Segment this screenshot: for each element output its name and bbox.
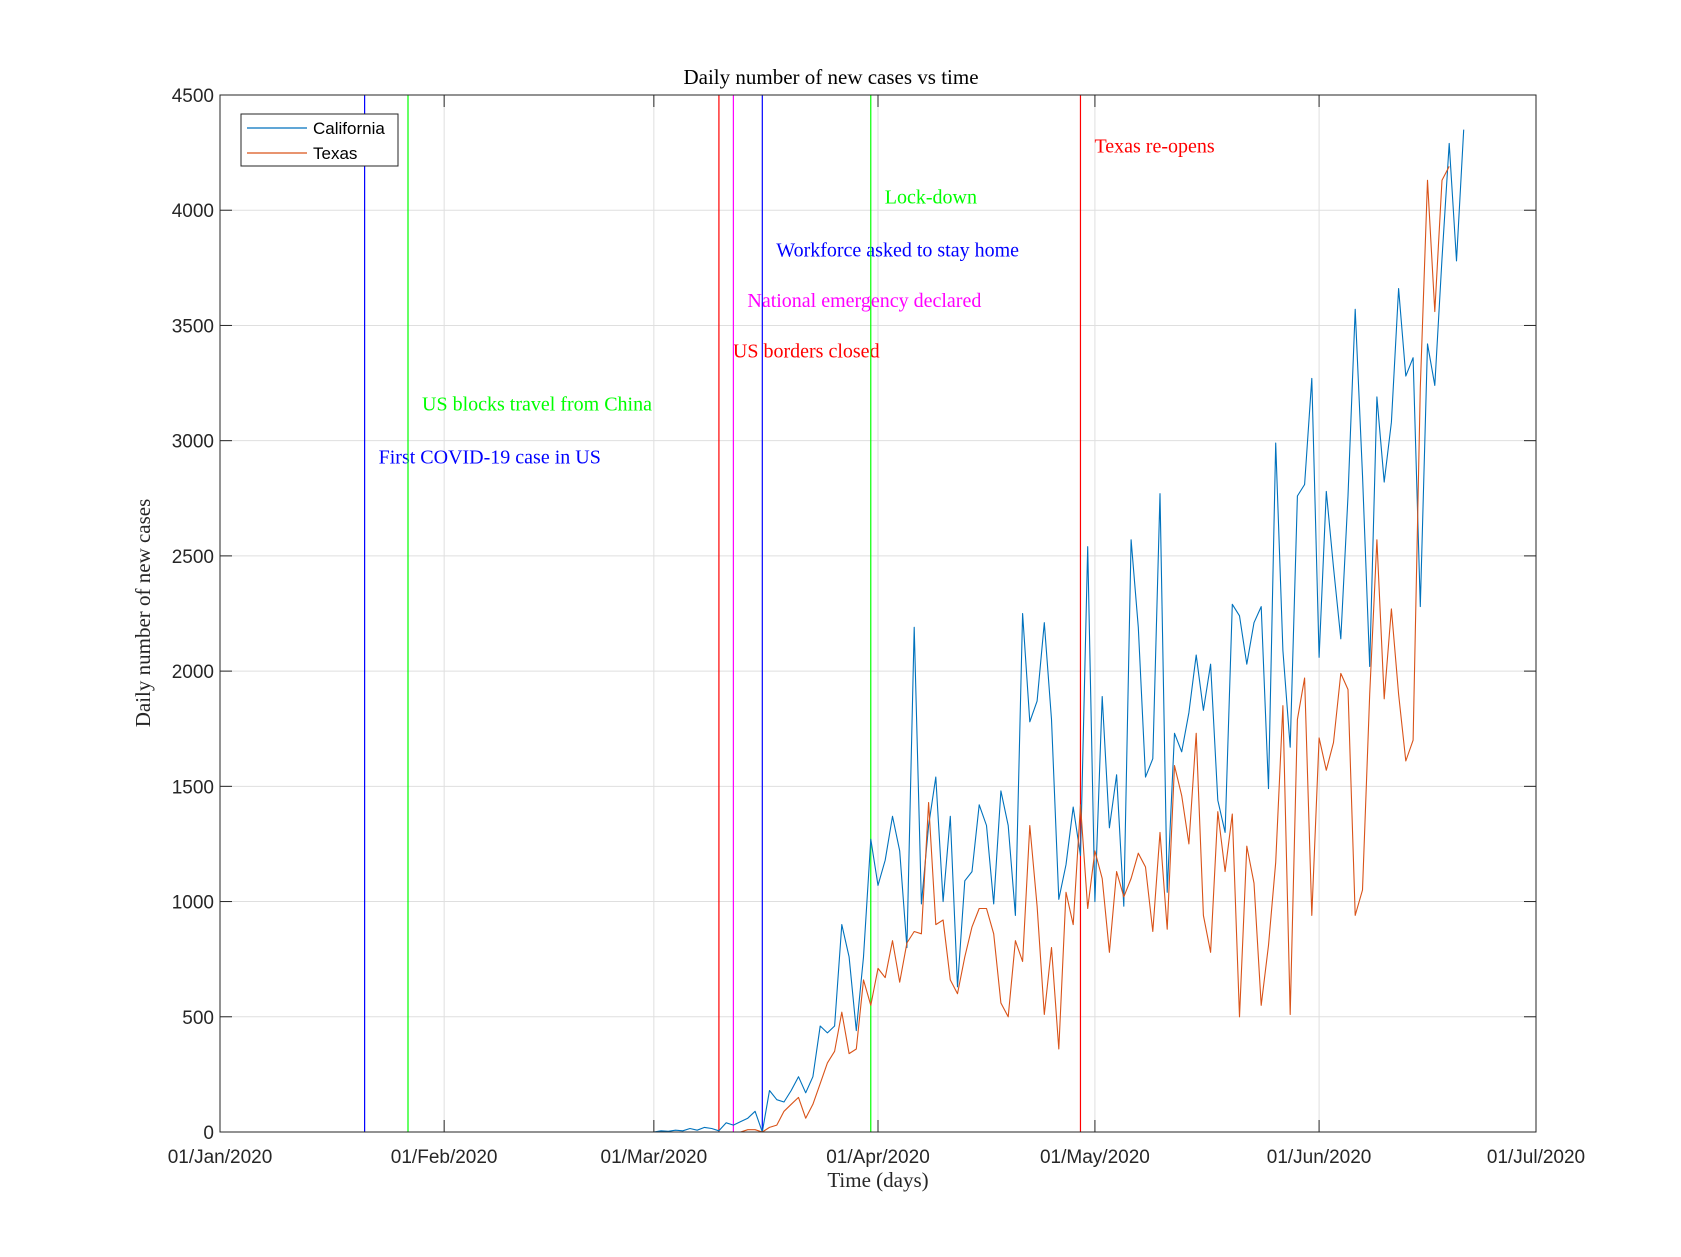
x-tick-label: 01/May/2020 <box>1040 1147 1150 1168</box>
y-tick-label: 3000 <box>172 432 214 453</box>
y-tick-label: 4000 <box>172 201 214 222</box>
x-axis-label: Time (days) <box>827 1168 928 1192</box>
legend-label: California <box>313 119 385 138</box>
legend-box <box>240 113 399 167</box>
y-tick-label: 2500 <box>172 547 214 568</box>
x-tick-label: 01/Feb/2020 <box>391 1147 498 1168</box>
legend: California Texas <box>240 113 399 167</box>
event-label: National emergency declared <box>747 290 981 312</box>
event-label: US borders closed <box>733 341 880 363</box>
y-axis-ticks: 0 500 1000 1500 2000 2500 3000 3500 4000 4500 <box>172 86 1536 1144</box>
event-label: Texas re-opens <box>1094 136 1214 158</box>
y-tick-label: 1500 <box>172 777 214 798</box>
event-label: Lock-down <box>885 186 977 208</box>
y-tick-label: 3500 <box>172 316 214 337</box>
x-tick-label: 01/Jun/2020 <box>1267 1147 1372 1168</box>
event-label: First COVID-19 case in US <box>379 447 601 469</box>
chart-title: Daily number of new cases vs time <box>683 65 978 89</box>
event-label: US blocks travel from China <box>422 394 652 416</box>
x-tick-label: 01/Mar/2020 <box>601 1147 708 1168</box>
x-axis-ticks: 01/Jan/2020 01/Feb/2020 01/Mar/2020 01/Apr/… <box>168 95 1585 1168</box>
x-tick-label: 01/Apr/2020 <box>826 1147 930 1168</box>
y-tick-label: 500 <box>182 1008 214 1029</box>
x-tick-label: 01/Jul/2020 <box>1487 1147 1585 1168</box>
x-grid <box>443 95 1320 1132</box>
legend-label: Texas <box>313 144 357 163</box>
y-axis-label: Daily number of new cases <box>131 499 155 728</box>
y-tick-label: 4500 <box>172 86 214 107</box>
y-tick-label: 2000 <box>172 662 214 683</box>
y-tick-label: 0 <box>203 1123 214 1144</box>
x-tick-label: 01/Jan/2020 <box>168 1147 273 1168</box>
event-label: Workforce asked to stay home <box>776 239 1019 261</box>
event-markers: First COVID-19 case in US US blocks trave… <box>364 95 1215 1132</box>
y-tick-label: 1000 <box>172 893 214 914</box>
